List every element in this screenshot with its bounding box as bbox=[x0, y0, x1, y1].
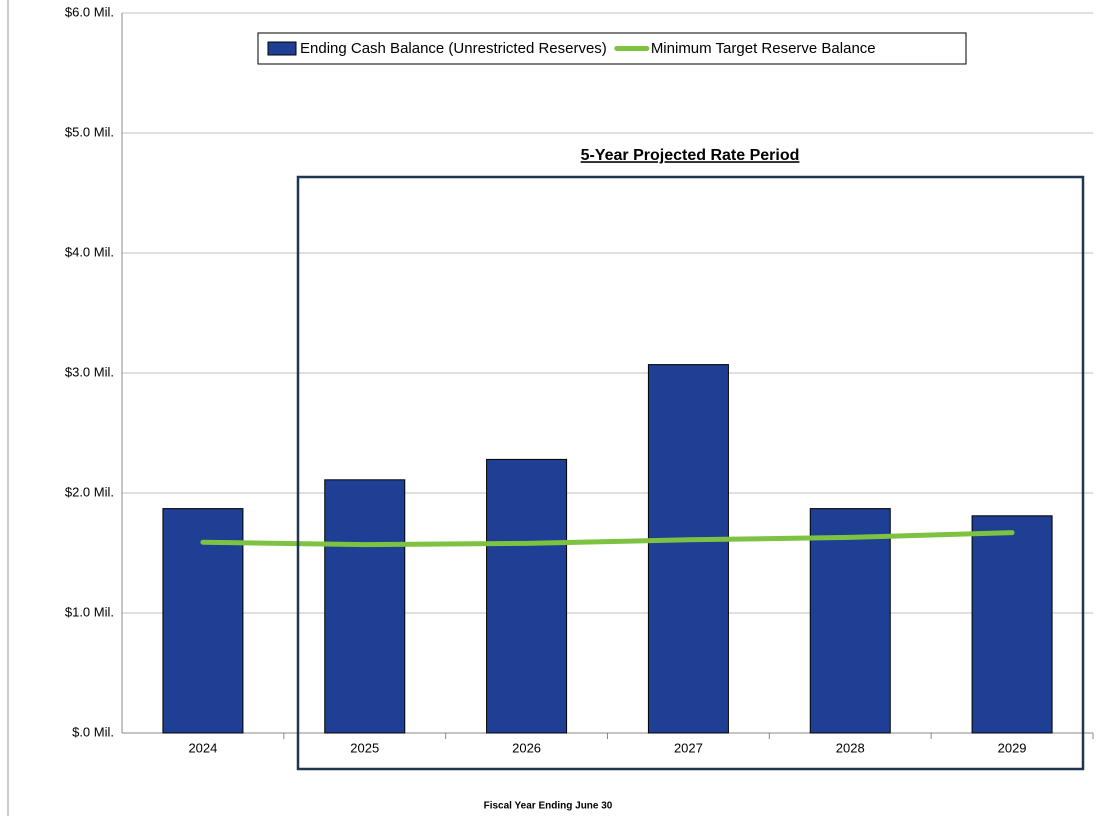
bar bbox=[162, 508, 244, 734]
projection-box bbox=[296, 175, 1085, 771]
legend-swatch bbox=[267, 41, 297, 56]
plot bbox=[121, 12, 1094, 739]
y-tick-label: $4.0 Mil. bbox=[65, 244, 114, 259]
bar bbox=[486, 458, 568, 734]
annotation: 5-Year Projected Rate Period bbox=[581, 147, 800, 164]
legend-label: Minimum Target Reserve Balance bbox=[651, 40, 876, 57]
line bbox=[200, 530, 1015, 548]
x-tick-label: 2024 bbox=[188, 740, 217, 755]
bar bbox=[647, 364, 729, 734]
x-tick-label: 2025 bbox=[350, 740, 379, 755]
y-tick-label: $2.0 Mil. bbox=[65, 484, 114, 499]
y-tick-label: $5.0 Mil. bbox=[65, 124, 114, 139]
x-tick-label: 2026 bbox=[512, 740, 541, 755]
legend-label: Ending Cash Balance (Unrestricted Reserv… bbox=[300, 40, 607, 57]
y-tick-label: $.0 Mil. bbox=[72, 724, 114, 739]
bar bbox=[324, 479, 406, 734]
bar bbox=[809, 508, 891, 734]
x-axis-label: Fiscal Year Ending June 30 bbox=[484, 801, 613, 812]
x-tick-label: 2027 bbox=[674, 740, 703, 755]
y-tick-label: $6.0 Mil. bbox=[65, 4, 114, 19]
y-tick-label: $1.0 Mil. bbox=[65, 604, 114, 619]
x-tick-label: 2029 bbox=[998, 740, 1027, 755]
y-tick-label: $3.0 Mil. bbox=[65, 364, 114, 379]
bar bbox=[971, 515, 1053, 734]
legend bbox=[257, 32, 967, 65]
x-tick-label: 2028 bbox=[836, 740, 865, 755]
